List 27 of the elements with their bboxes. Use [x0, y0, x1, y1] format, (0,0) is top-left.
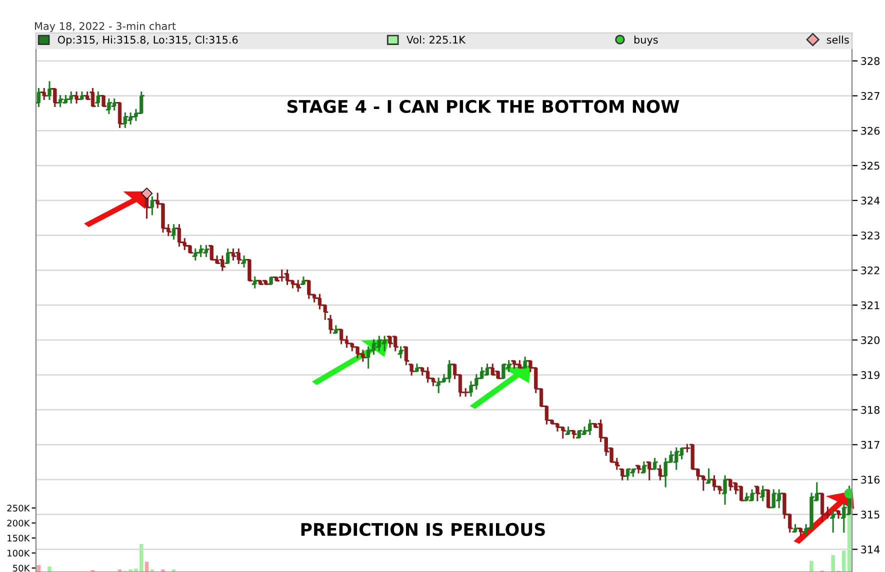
y-tick-label: 319: [861, 371, 880, 379]
legend-label: sells: [826, 36, 849, 44]
y-tick-label: 325: [861, 162, 880, 170]
y-tick-label: 323: [861, 232, 880, 240]
y-tick-label: 327: [861, 92, 880, 100]
legend-label: Vol: 225.1K: [406, 36, 466, 44]
annotation: STAGE 4 - I CAN PICK THE BOTTOM NOW: [287, 100, 680, 114]
legend-label: Op:315, Hi:315.8, Lo:315, Cl:315.6: [58, 36, 238, 46]
y-tick-label: 318: [861, 406, 880, 414]
y-tick-label: 324: [861, 196, 880, 205]
y-tick-label: 314: [861, 546, 880, 554]
y-tick-label: 328: [861, 57, 880, 66]
y-tick-label: 320: [861, 336, 880, 344]
y-tick-label: 326: [861, 126, 880, 135]
y-tick-label: 316: [861, 476, 880, 484]
y2-tick-label: 200K: [7, 520, 30, 527]
y2-tick-label: 100K: [8, 550, 30, 557]
legend-label: buys: [634, 36, 658, 46]
y-tick-label: 322: [861, 266, 880, 274]
y2-tick-label: 250K: [7, 504, 30, 512]
chart-subtitle: May 18, 2022 - 3-min chart: [35, 22, 176, 32]
y2-tick-label: 50K: [13, 564, 30, 572]
y2-tick-label: 150K: [8, 534, 30, 542]
y-tick-label: 315: [861, 510, 880, 519]
annotation: PREDICTION IS PERILOUS: [301, 522, 545, 536]
y-tick-label: 321: [861, 301, 880, 310]
y-tick-label: 317: [861, 440, 880, 449]
